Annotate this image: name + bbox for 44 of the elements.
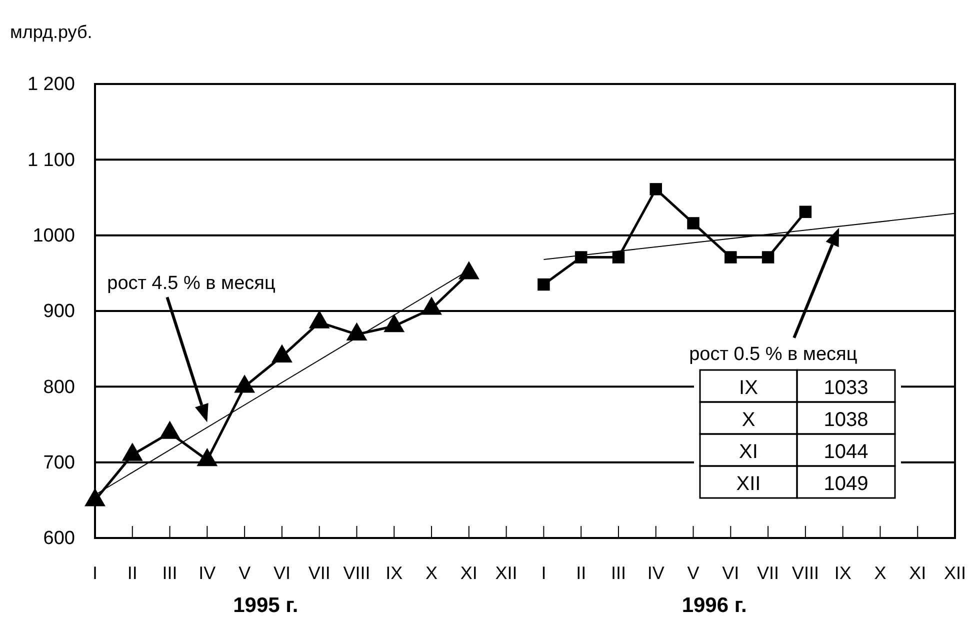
x-tick-label: I — [92, 562, 98, 583]
annotation: XII — [736, 473, 761, 495]
annotation: 1049 — [824, 473, 868, 495]
x-tick-label: I — [541, 562, 546, 583]
x-tick-label: II — [127, 562, 138, 583]
y-tick-label: 1 200 — [27, 74, 75, 96]
x-tick-label: VI — [722, 562, 740, 583]
annotation: рост 0.5 % в месяц — [689, 344, 858, 365]
y-tick-label: 600 — [43, 528, 75, 550]
annotation: IX — [739, 377, 758, 399]
x-tick-label: IV — [647, 562, 664, 583]
annotation: рост 4.5 % в месяц — [107, 273, 276, 294]
text: 1996 г. — [682, 594, 747, 617]
annotation: 1033 — [824, 377, 868, 399]
y-tick-label: 700 — [43, 452, 75, 474]
annotation: XI — [739, 441, 758, 463]
x-tick-label: III — [610, 562, 626, 583]
x-tick-label: III — [162, 562, 178, 583]
x-tick-label: XI — [909, 562, 926, 583]
annotation: X — [742, 409, 756, 431]
x-tick-label: VIII — [792, 562, 819, 583]
x-tick-label: X — [426, 562, 438, 583]
x-tick-label: XII — [495, 562, 518, 583]
y-tick-label: 900 — [43, 301, 75, 322]
y-axis-title: млрд.руб. — [10, 22, 92, 42]
x-tick-label: IX — [386, 562, 403, 583]
x-tick-label: V — [687, 562, 700, 583]
annotation: 1044 — [824, 441, 868, 463]
x-tick-label: VIII — [343, 562, 370, 583]
text: 1995 г. — [233, 594, 298, 617]
x-tick-label: VI — [273, 562, 290, 583]
x-tick-label: V — [238, 562, 251, 583]
y-tick-label: 1000 — [32, 225, 75, 246]
y-tick-label: 1 100 — [27, 150, 75, 171]
x-tick-label: VII — [757, 562, 780, 583]
x-tick-label: VII — [308, 562, 330, 583]
x-tick-label: XI — [460, 562, 478, 583]
x-tick-label: IX — [834, 562, 852, 583]
x-tick-label: II — [576, 562, 586, 583]
annotation: 1038 — [824, 409, 868, 431]
x-tick-label: X — [874, 562, 886, 583]
x-tick-label: XII — [944, 562, 966, 583]
x-tick-label: IV — [198, 562, 216, 583]
y-tick-label: 800 — [43, 376, 75, 398]
